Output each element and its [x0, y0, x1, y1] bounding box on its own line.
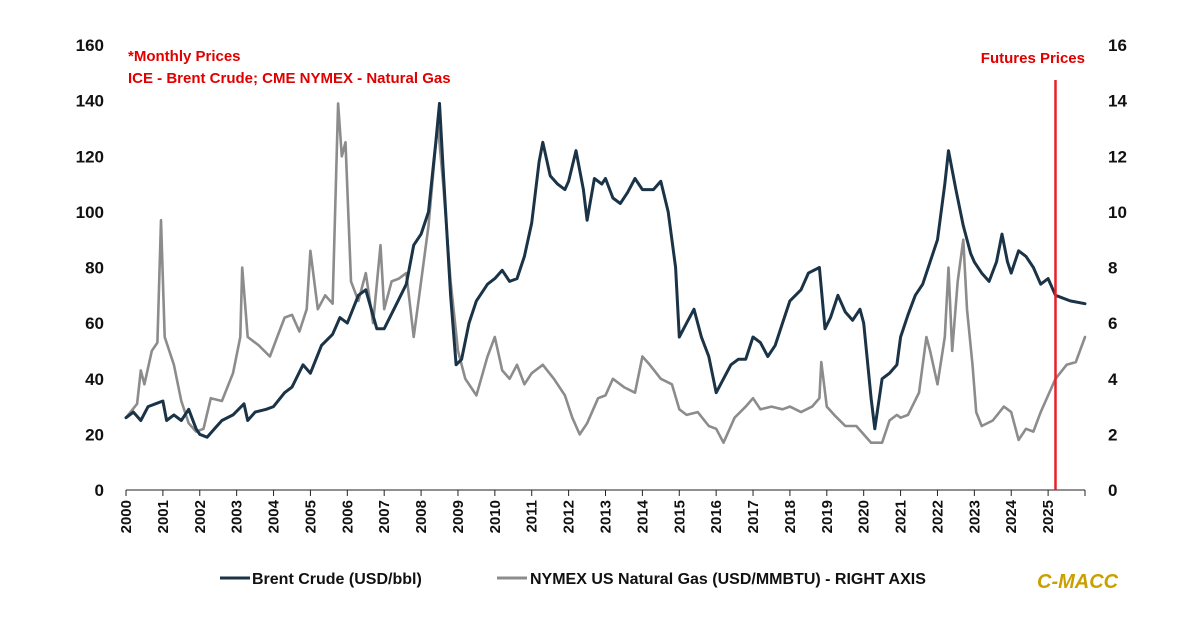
x-tick-label: 2000 [118, 500, 135, 533]
x-tick-label: 2016 [708, 500, 725, 533]
y-right-tick-label: 8 [1108, 259, 1117, 278]
x-tick-label: 2025 [1040, 500, 1057, 533]
x-tick-label: 2021 [893, 500, 910, 533]
y-right-tick-label: 10 [1108, 203, 1127, 222]
legend: Brent Crude (USD/bbl) NYMEX US Natural G… [220, 571, 926, 588]
x-tick-label: 2022 [929, 500, 946, 533]
y-right-tick-label: 12 [1108, 147, 1127, 166]
x-tick-label: 2007 [376, 500, 393, 533]
x-tick-label: 2004 [266, 499, 283, 533]
y-right-tick-label: 2 [1108, 425, 1117, 444]
y-left-tick-label: 0 [95, 481, 104, 500]
y-right-tick-label: 0 [1108, 481, 1117, 500]
y-right-tick-label: 16 [1108, 36, 1127, 55]
y-left-tick-label: 100 [76, 203, 104, 222]
y-left-tick-label: 140 [76, 92, 104, 111]
x-tick-label: 2006 [339, 500, 356, 533]
note-sources: ICE - Brent Crude; CME NYMEX - Natural G… [128, 70, 451, 87]
x-tick-label: 2019 [819, 500, 836, 533]
y-right-tick-label: 6 [1108, 314, 1117, 333]
x-tick-label: 2017 [745, 500, 762, 533]
futures-prices-label: Futures Prices [981, 50, 1085, 67]
series-line-brent-crude [124, 101, 1087, 439]
x-tick-label: 2012 [561, 500, 578, 533]
y-left-axis: 0 20 40 60 80 100 120 140 160 [76, 36, 104, 500]
x-tick-label: 2024 [1003, 499, 1020, 533]
x-tick-label: 2020 [856, 500, 873, 533]
y-left-tick-label: 60 [85, 314, 104, 333]
y-left-tick-label: 160 [76, 36, 104, 55]
y-left-tick-label: 20 [85, 425, 104, 444]
x-tick-label: 2005 [302, 500, 319, 533]
legend-label-gas: NYMEX US Natural Gas (USD/MMBTU) - RIGHT… [530, 571, 926, 588]
x-axis: 2000 2001 2002 2003 2004 2005 2006 2007 2008 2009… [118, 490, 1086, 533]
plot-area [124, 101, 1087, 444]
x-tick-label: 2013 [598, 500, 615, 533]
x-tick-label: 2002 [192, 500, 209, 533]
x-tick-label: 2014 [634, 499, 651, 533]
x-tick-label: 2011 [524, 500, 541, 533]
x-tick-label: 2015 [671, 500, 688, 533]
x-tick-label: 2003 [229, 500, 246, 533]
x-tick-label: 2010 [487, 500, 504, 533]
note-monthly-prices: *Monthly Prices [128, 48, 241, 65]
x-tick-label: 2001 [155, 500, 172, 533]
x-tick-label: 2009 [450, 500, 467, 533]
y-left-tick-label: 40 [85, 370, 104, 389]
series-line-natural-gas [124, 102, 1087, 444]
y-left-tick-label: 80 [85, 259, 104, 278]
legend-label-brent: Brent Crude (USD/bbl) [252, 571, 422, 588]
y-left-tick-label: 120 [76, 147, 104, 166]
y-right-tick-label: 14 [1108, 92, 1127, 111]
y-right-tick-label: 4 [1108, 370, 1118, 389]
x-tick-label: 2023 [966, 500, 983, 533]
x-tick-label: 2018 [782, 500, 799, 533]
x-tick-label: 2008 [413, 500, 430, 533]
y-right-axis: 0 2 4 6 8 10 12 14 16 [1108, 36, 1127, 500]
brand-logo: C-MACC [1037, 571, 1119, 593]
